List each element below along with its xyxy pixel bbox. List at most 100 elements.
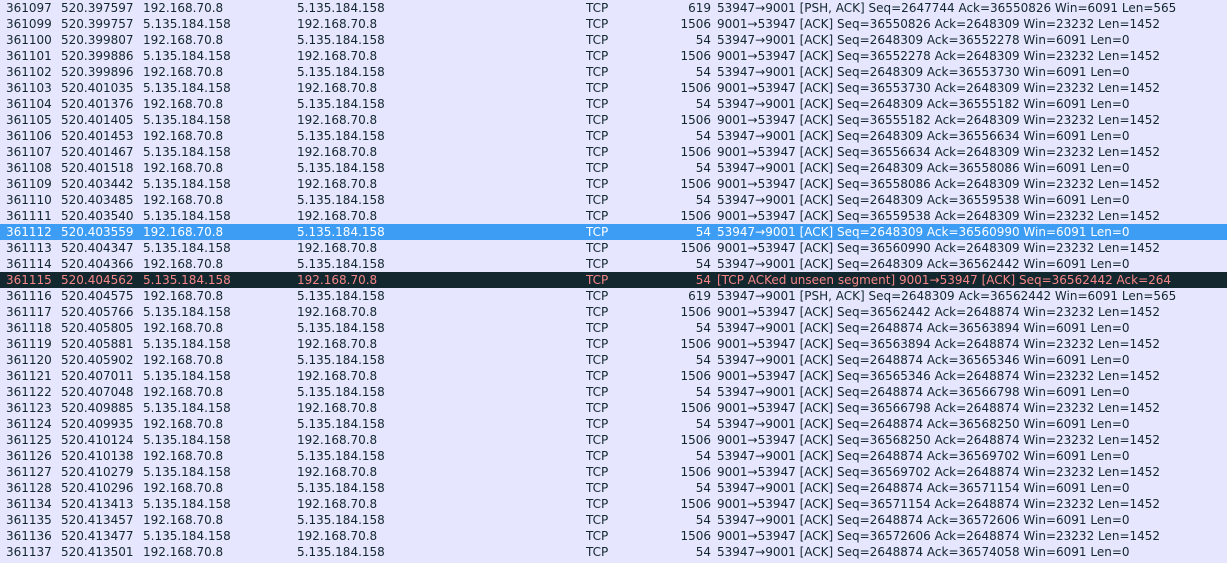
packet-protocol: TCP <box>586 513 609 527</box>
packet-row[interactable]: 361125 520.410124 5.135.184.158 192.168.70.… <box>0 432 1227 448</box>
packet-number: 361104 <box>6 97 52 111</box>
packet-info: 9001→53947 [ACK] Seq=36556634 Ack=264830… <box>717 145 1161 159</box>
packet-row[interactable]: 361136 520.413477 5.135.184.158 192.168.70.… <box>0 528 1227 544</box>
packet-source: 192.168.70.8 <box>143 513 224 527</box>
packet-row[interactable]: 361106 520.401453 192.168.70.8 5.135.184.15… <box>0 128 1227 144</box>
packet-protocol: TCP <box>586 177 609 191</box>
packet-row[interactable]: 361116 520.404575 192.168.70.8 5.135.184.15… <box>0 288 1227 304</box>
packet-info: 53947→9001 [ACK] Seq=2648874 Ack=3656534… <box>717 353 1130 367</box>
packet-row[interactable]: 361100 520.399807 192.168.70.8 5.135.184.15… <box>0 32 1227 48</box>
packet-row[interactable]: 361137 520.413501 192.168.70.8 5.135.184.15… <box>0 544 1227 560</box>
packet-protocol: TCP <box>586 337 609 351</box>
packet-row[interactable]: 361117 520.405766 5.135.184.158 192.168.70.… <box>0 304 1227 320</box>
packet-destination: 5.135.184.158 <box>297 193 385 207</box>
packet-source: 5.135.184.158 <box>143 433 231 447</box>
packet-time: 520.401405 <box>61 113 134 127</box>
packet-time: 520.404575 <box>61 289 134 303</box>
packet-row[interactable]: 361110 520.403485 192.168.70.8 5.135.184.15… <box>0 192 1227 208</box>
packet-row[interactable]: 361120 520.405902 192.168.70.8 5.135.184.15… <box>0 352 1227 368</box>
packet-row[interactable]: 361119 520.405881 5.135.184.158 192.168.70.… <box>0 336 1227 352</box>
packet-row[interactable]: 361114 520.404366 192.168.70.8 5.135.184.15… <box>0 256 1227 272</box>
packet-length: 54 <box>695 449 711 463</box>
packet-length: 54 <box>695 353 711 367</box>
packet-length: 54 <box>695 385 711 399</box>
packet-row[interactable]: 361113 520.404347 5.135.184.158 192.168.70.… <box>0 240 1227 256</box>
packet-info: 9001→53947 [ACK] Seq=36552278 Ack=264830… <box>717 49 1161 63</box>
packet-protocol: TCP <box>586 289 609 303</box>
packet-row[interactable]: 361126 520.410138 192.168.70.8 5.135.184.15… <box>0 448 1227 464</box>
packet-row[interactable]: 361111 520.403540 5.135.184.158 192.168.70.… <box>0 208 1227 224</box>
packet-time: 520.399757 <box>61 17 134 31</box>
packet-row[interactable]: 361108 520.401518 192.168.70.8 5.135.184.15… <box>0 160 1227 176</box>
packet-number: 361135 <box>6 513 52 527</box>
packet-number: 361106 <box>6 129 52 143</box>
packet-row[interactable]: 361122 520.407048 192.168.70.8 5.135.184.15… <box>0 384 1227 400</box>
packet-destination: 5.135.184.158 <box>297 65 385 79</box>
packet-protocol: TCP <box>586 241 609 255</box>
packet-row[interactable]: 361135 520.413457 192.168.70.8 5.135.184.15… <box>0 512 1227 528</box>
packet-row[interactable]: 361128 520.410296 192.168.70.8 5.135.184.15… <box>0 480 1227 496</box>
packet-row-selected[interactable]: 361112 520.403559 192.168.70.8 5.135.184.15… <box>0 224 1227 240</box>
packet-source: 5.135.184.158 <box>143 241 231 255</box>
packet-destination: 5.135.184.158 <box>297 161 385 175</box>
packet-length: 1506 <box>680 113 711 127</box>
packet-destination: 5.135.184.158 <box>297 257 385 271</box>
packet-info: 9001→53947 [ACK] Seq=36553730 Ack=264830… <box>717 81 1161 95</box>
packet-length: 54 <box>695 513 711 527</box>
packet-number: 361115 <box>6 273 52 287</box>
packet-source: 5.135.184.158 <box>143 49 231 63</box>
packet-row[interactable]: 361099 520.399757 5.135.184.158 192.168.70.… <box>0 16 1227 32</box>
packet-number: 361125 <box>6 433 52 447</box>
packet-time: 520.405766 <box>61 305 134 319</box>
packet-info: [TCP ACKed unseen segment] 9001→53947 [A… <box>717 273 1172 287</box>
packet-row[interactable]: 361102 520.399896 192.168.70.8 5.135.184.15… <box>0 64 1227 80</box>
packet-number: 361122 <box>6 385 52 399</box>
packet-time: 520.410124 <box>61 433 134 447</box>
packet-row[interactable]: 361123 520.409885 5.135.184.158 192.168.70.… <box>0 400 1227 416</box>
packet-destination: 192.168.70.8 <box>297 81 378 95</box>
packet-row[interactable]: 361103 520.401035 5.135.184.158 192.168.70.… <box>0 80 1227 96</box>
packet-row[interactable]: 361115 520.404562 5.135.184.158 192.168.70.… <box>0 272 1227 288</box>
packet-source: 5.135.184.158 <box>143 145 231 159</box>
packet-time: 520.401453 <box>61 129 134 143</box>
packet-number: 361120 <box>6 353 52 367</box>
packet-info: 9001→53947 [ACK] Seq=36569702 Ack=264887… <box>717 465 1161 479</box>
packet-time: 520.413501 <box>61 545 134 559</box>
packet-protocol: TCP <box>586 65 609 79</box>
packet-time: 520.409885 <box>61 401 134 415</box>
packet-row[interactable]: 361118 520.405805 192.168.70.8 5.135.184.15… <box>0 320 1227 336</box>
packet-row[interactable]: 361134 520.413413 5.135.184.158 192.168.70.… <box>0 496 1227 512</box>
packet-protocol: TCP <box>586 353 609 367</box>
packet-row[interactable]: 361105 520.401405 5.135.184.158 192.168.70.… <box>0 112 1227 128</box>
packet-info: 9001→53947 [ACK] Seq=36572606 Ack=264887… <box>717 529 1161 543</box>
packet-time: 520.405805 <box>61 321 134 335</box>
packet-row[interactable]: 361121 520.407011 5.135.184.158 192.168.70.… <box>0 368 1227 384</box>
packet-length: 1506 <box>680 337 711 351</box>
packet-time: 520.399896 <box>61 65 134 79</box>
packet-destination: 5.135.184.158 <box>297 225 385 239</box>
packet-row[interactable]: 361124 520.409935 192.168.70.8 5.135.184.15… <box>0 416 1227 432</box>
packet-source: 5.135.184.158 <box>143 529 231 543</box>
packet-source: 192.168.70.8 <box>143 417 224 431</box>
packet-time: 520.403540 <box>61 209 134 223</box>
packet-info: 53947→9001 [ACK] Seq=2648874 Ack=3657260… <box>717 513 1130 527</box>
packet-number: 361117 <box>6 305 52 319</box>
packet-time: 520.413457 <box>61 513 134 527</box>
packet-source: 192.168.70.8 <box>143 97 224 111</box>
packet-number: 361100 <box>6 33 52 47</box>
packet-row[interactable]: 361097 520.397597 192.168.70.8 5.135.184.15… <box>0 0 1227 16</box>
packet-row[interactable]: 361109 520.403442 5.135.184.158 192.168.70.… <box>0 176 1227 192</box>
packet-info: 53947→9001 [ACK] Seq=2648309 Ack=3655808… <box>717 161 1130 175</box>
packet-row[interactable]: 361127 520.410279 5.135.184.158 192.168.70.… <box>0 464 1227 480</box>
packet-row[interactable]: 361107 520.401467 5.135.184.158 192.168.70.… <box>0 144 1227 160</box>
packet-protocol: TCP <box>586 145 609 159</box>
packet-source: 5.135.184.158 <box>143 209 231 223</box>
packet-row[interactable]: 361101 520.399886 5.135.184.158 192.168.70.… <box>0 48 1227 64</box>
packet-time: 520.407048 <box>61 385 134 399</box>
packet-time: 520.397597 <box>61 1 134 15</box>
packet-protocol: TCP <box>586 81 609 95</box>
packet-protocol: TCP <box>586 161 609 175</box>
packet-number: 361134 <box>6 497 52 511</box>
packet-row[interactable]: 361104 520.401376 192.168.70.8 5.135.184.15… <box>0 96 1227 112</box>
